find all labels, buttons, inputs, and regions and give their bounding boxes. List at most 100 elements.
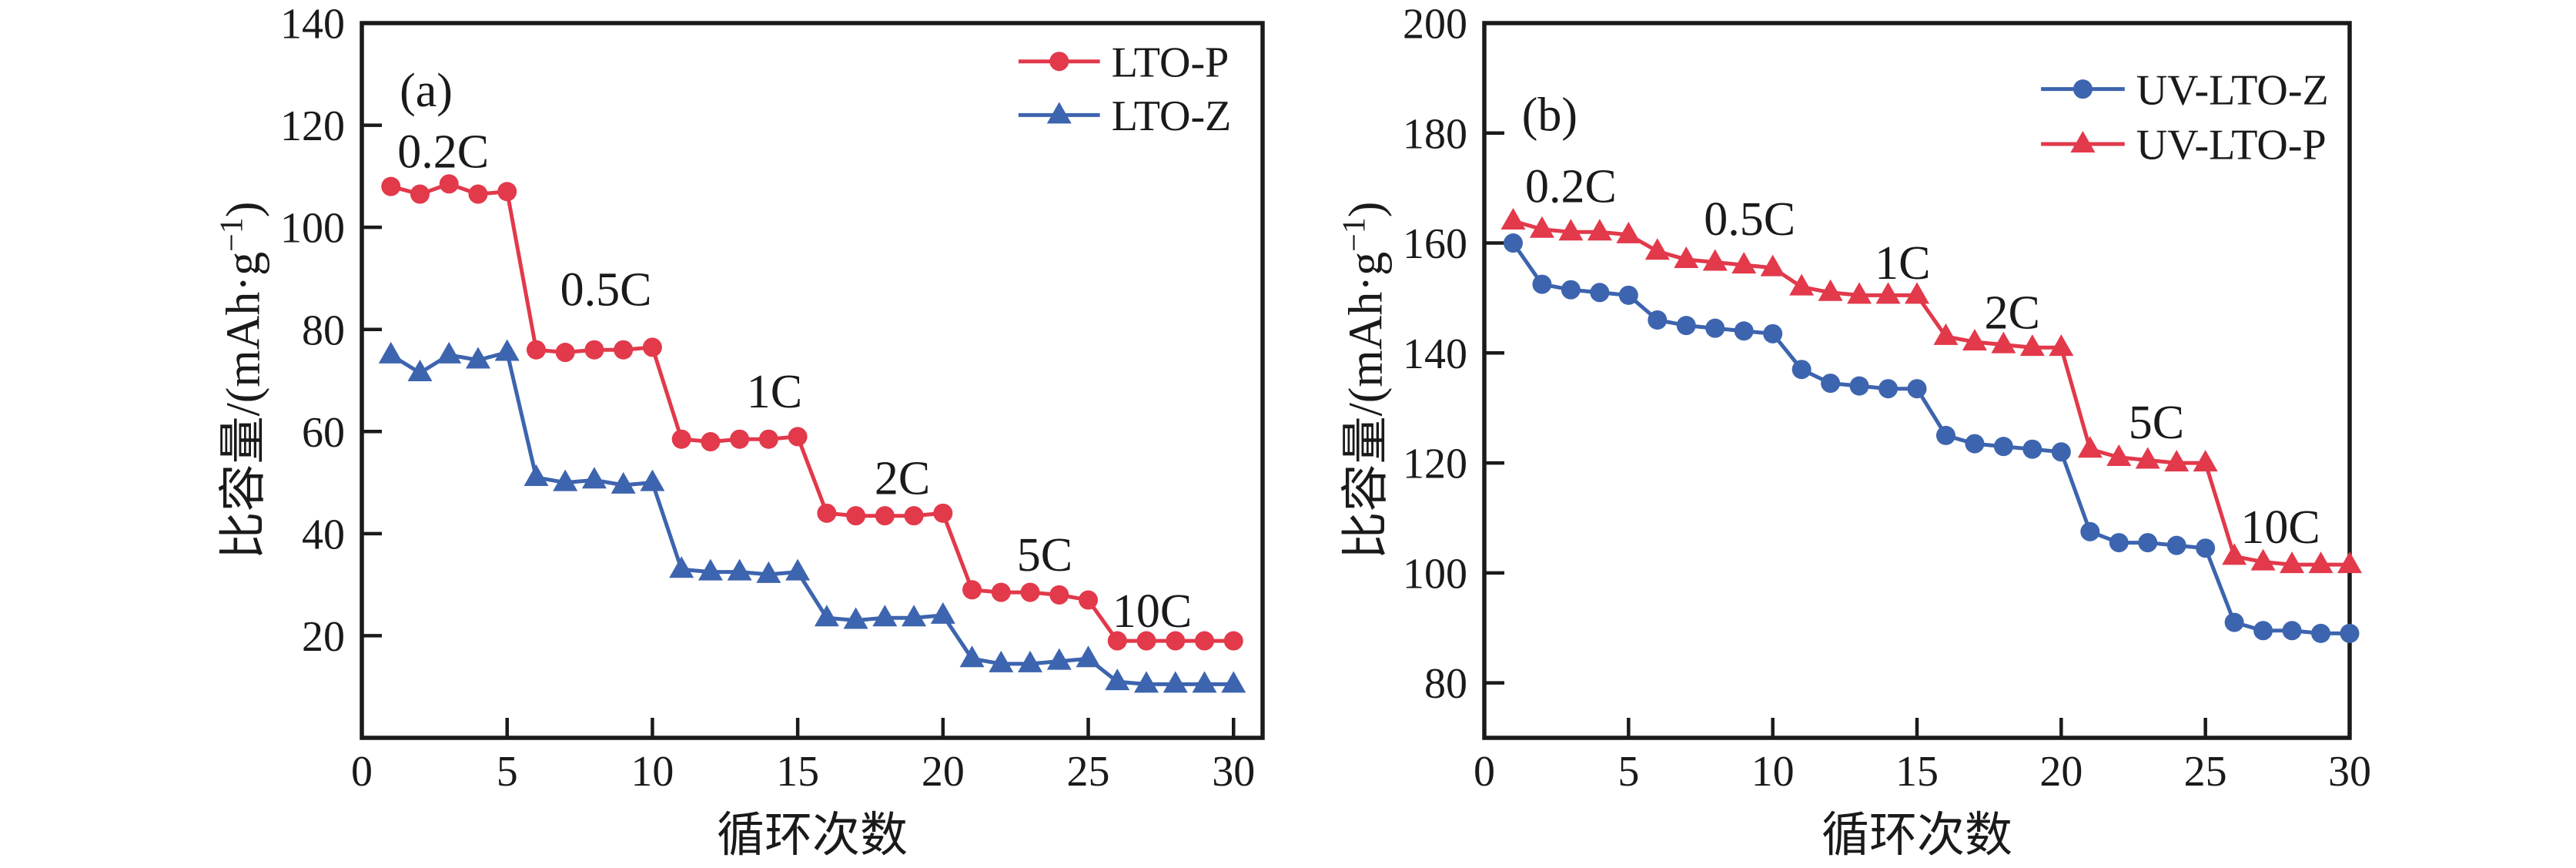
data-point-UV-LTO-Z — [1821, 374, 1841, 394]
data-point-LTO-P — [1107, 631, 1127, 651]
data-point-LTO-P — [817, 503, 837, 523]
data-point-LTO-P — [730, 429, 750, 449]
y-tick-label: 100 — [1403, 550, 1467, 598]
y-tick-label: 20 — [302, 613, 345, 661]
data-point-LTO-P — [846, 506, 866, 526]
data-point-LTO-Z — [1105, 669, 1130, 691]
data-point-UV-LTO-P — [2077, 436, 2103, 458]
data-point-LTO-Z — [843, 607, 868, 629]
data-point-LTO-Z — [494, 339, 520, 361]
data-point-LTO-Z — [1134, 671, 1159, 693]
data-point-LTO-Z — [959, 645, 985, 668]
data-point-LTO-P — [875, 506, 895, 526]
data-point-LTO-Z — [669, 556, 694, 578]
series-line-LTO-P — [390, 182, 1234, 643]
data-point-UV-LTO-P — [1674, 246, 1699, 268]
data-point-UV-LTO-Z — [1705, 318, 1725, 338]
data-point-UV-LTO-Z — [1791, 360, 1812, 380]
data-point-UV-LTO-P — [1818, 279, 1843, 301]
data-point-UV-LTO-Z — [1878, 379, 1899, 399]
data-point-LTO-Z — [437, 341, 462, 364]
data-point-LTO-Z — [902, 605, 927, 627]
data-point-UV-LTO-P — [1760, 254, 1785, 276]
y-tick-label: 200 — [1403, 1, 1467, 49]
data-point-LTO-P — [468, 184, 488, 204]
data-point-LTO-P — [555, 343, 575, 363]
series-line-LTO-Z — [390, 350, 1234, 686]
data-point-UV-LTO-P — [2135, 447, 2160, 469]
rate-label: 1C — [747, 366, 802, 418]
data-point-LTO-Z — [1046, 648, 1072, 670]
series-line-UV-LTO-Z — [1511, 242, 2350, 635]
data-point-LTO-Z — [524, 464, 549, 486]
data-point-UV-LTO-Z — [2340, 623, 2360, 643]
data-point-UV-LTO-Z — [2311, 623, 2331, 643]
data-point-LTO-Z — [407, 360, 433, 382]
data-point-UV-LTO-P — [1847, 282, 1872, 304]
data-point-UV-LTO-P — [1558, 219, 1584, 241]
legend-b: UV-LTO-Z UV-LTO-P — [2041, 66, 2329, 169]
data-point-LTO-Z — [611, 471, 636, 494]
data-point-UV-LTO-P — [2222, 543, 2247, 565]
y-tick-label: 180 — [1403, 110, 1467, 158]
series-markers-UV-LTO-P — [1500, 207, 2362, 574]
series-markers-LTO-P — [381, 174, 1243, 651]
rate-label: 0.2C — [1525, 160, 1617, 213]
data-point-UV-LTO-Z — [1648, 310, 1668, 330]
data-point-LTO-Z — [1192, 671, 1217, 693]
data-point-UV-LTO-P — [1905, 282, 1929, 304]
data-point-LTO-P — [1049, 585, 1069, 605]
legend-marker-UV-LTO-Z — [2073, 79, 2093, 99]
legend-label-LTO-P: LTO-P — [1112, 39, 1229, 86]
data-point-LTO-P — [933, 503, 953, 523]
data-point-UV-LTO-Z — [1935, 425, 1955, 445]
x-tick-label: 0 — [351, 748, 373, 796]
rate-label: 0.5C — [1704, 193, 1795, 246]
y-tick-label: 80 — [1424, 660, 1467, 708]
x-tick-label: 5 — [1618, 748, 1639, 796]
rate-label: 2C — [875, 453, 930, 505]
legend-label-UV-LTO-P: UV-LTO-P — [2136, 122, 2327, 169]
data-point-LTO-Z — [727, 558, 752, 581]
data-point-LTO-P — [904, 506, 924, 526]
data-point-LTO-P — [758, 429, 778, 449]
data-point-LTO-P — [1166, 631, 1186, 651]
data-point-LTO-P — [439, 174, 459, 194]
rate-label: 0.5C — [560, 263, 652, 316]
series-markers-UV-LTO-Z — [1503, 233, 2360, 643]
data-point-LTO-Z — [756, 561, 781, 583]
data-point-UV-LTO-P — [1789, 273, 1815, 296]
data-point-LTO-P — [962, 580, 982, 600]
data-point-UV-LTO-Z — [1561, 280, 1581, 300]
plot-border-a — [360, 21, 1265, 740]
data-point-UV-LTO-Z — [1532, 274, 1552, 294]
legend-label-UV-LTO-Z: UV-LTO-Z — [2136, 66, 2329, 114]
data-point-LTO-Z — [378, 341, 403, 364]
data-point-LTO-Z — [785, 558, 811, 581]
x-tick-label: 25 — [2184, 748, 2227, 796]
data-point-UV-LTO-Z — [1676, 316, 1696, 336]
data-point-UV-LTO-Z — [2253, 621, 2273, 641]
data-point-UV-LTO-Z — [2022, 439, 2042, 459]
data-point-UV-LTO-P — [2193, 450, 2218, 472]
data-point-UV-LTO-P — [1962, 329, 1987, 351]
data-point-UV-LTO-P — [2337, 551, 2362, 574]
x-tick-label: 5 — [497, 748, 518, 796]
y-tick-label: 140 — [1403, 330, 1467, 378]
data-point-LTO-Z — [1163, 671, 1188, 693]
data-point-LTO-P — [671, 429, 691, 449]
rate-label: 5C — [1017, 529, 1072, 581]
series-line-UV-LTO-P — [1512, 219, 2350, 567]
y-tick-label: 120 — [280, 102, 345, 150]
data-point-UV-LTO-P — [2164, 450, 2190, 472]
data-point-LTO-P — [1136, 631, 1156, 651]
data-point-LTO-P — [526, 340, 546, 360]
x-tick-label: 0 — [1474, 748, 1495, 796]
data-point-LTO-Z — [1221, 671, 1246, 693]
data-point-UV-LTO-P — [1587, 219, 1612, 241]
rate-label: 2C — [1984, 287, 2039, 339]
x-axis-label: 循环次数 — [717, 809, 908, 862]
data-point-UV-LTO-Z — [1965, 434, 1985, 454]
data-point-UV-LTO-Z — [1993, 437, 2013, 457]
